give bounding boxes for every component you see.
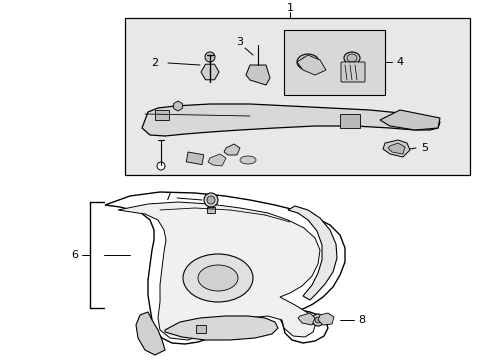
Ellipse shape — [346, 54, 356, 62]
Polygon shape — [164, 316, 278, 340]
Text: 1: 1 — [286, 3, 293, 13]
FancyBboxPatch shape — [340, 62, 364, 82]
Ellipse shape — [198, 265, 238, 291]
Text: 8: 8 — [358, 315, 365, 325]
Polygon shape — [207, 154, 225, 166]
Bar — [206, 207, 215, 213]
Ellipse shape — [240, 156, 256, 164]
Circle shape — [314, 317, 320, 323]
Polygon shape — [105, 192, 345, 344]
Bar — [284, 30, 384, 95]
Polygon shape — [287, 206, 336, 300]
Text: 2: 2 — [151, 58, 158, 68]
Polygon shape — [379, 110, 439, 130]
Ellipse shape — [183, 254, 252, 302]
Circle shape — [311, 314, 324, 326]
Bar — [196, 325, 205, 333]
Ellipse shape — [343, 52, 359, 64]
Polygon shape — [382, 140, 409, 157]
Polygon shape — [297, 313, 314, 325]
Circle shape — [157, 162, 164, 170]
Polygon shape — [317, 313, 333, 325]
Text: 7: 7 — [164, 192, 171, 202]
Polygon shape — [387, 143, 404, 154]
Circle shape — [204, 52, 215, 62]
Circle shape — [203, 193, 218, 207]
Bar — [125, 18, 469, 175]
Text: 5: 5 — [421, 143, 427, 153]
Polygon shape — [118, 202, 319, 340]
Text: 3: 3 — [236, 37, 243, 47]
Bar — [155, 110, 169, 120]
Bar — [339, 114, 359, 128]
Bar — [186, 152, 203, 165]
Ellipse shape — [301, 57, 314, 67]
Polygon shape — [136, 312, 164, 355]
Circle shape — [206, 196, 215, 204]
Ellipse shape — [296, 54, 318, 70]
Polygon shape — [142, 104, 439, 136]
Text: 6: 6 — [71, 250, 79, 260]
Text: 4: 4 — [396, 57, 403, 67]
Polygon shape — [224, 144, 240, 155]
Polygon shape — [245, 65, 269, 85]
Polygon shape — [296, 55, 325, 75]
